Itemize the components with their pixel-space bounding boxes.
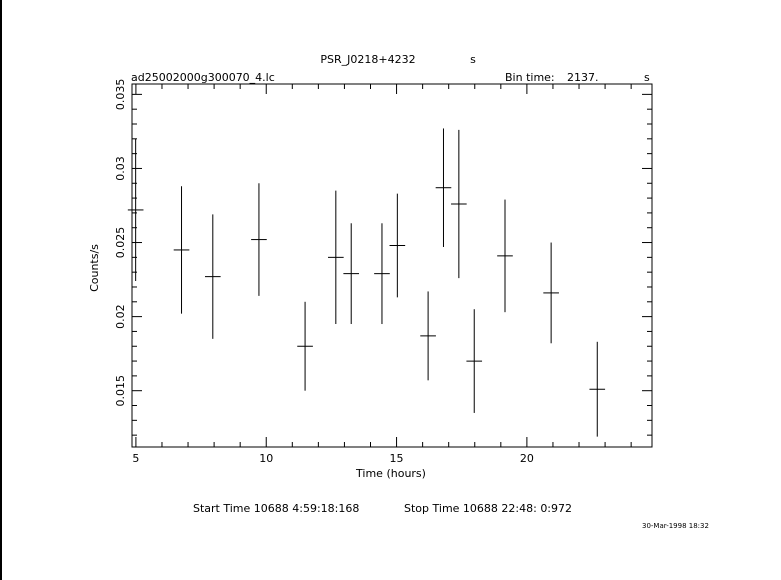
start-time: Start Time 10688 4:59:18:168 [193, 502, 359, 515]
y-axis-label: Counts/s [88, 244, 101, 292]
y-tick-label: 0.03 [114, 156, 127, 181]
x-tick-label: 5 [132, 452, 139, 465]
plot-axes: 5 10 15 20 0.015 0.02 0.025 0.03 0.035 [114, 79, 653, 465]
x-tick-label: 20 [520, 452, 534, 465]
plot-frame [131, 83, 653, 448]
bin-time-value: 2137. [567, 71, 599, 84]
data-point [328, 190, 344, 325]
data-point [251, 183, 267, 296]
bin-time-unit: s [644, 71, 650, 84]
data-point [543, 242, 559, 344]
data-point [435, 128, 452, 247]
data-point [374, 223, 390, 325]
y-tick-label: 0.035 [114, 79, 127, 111]
data-point [297, 301, 313, 391]
y-tick-label: 0.025 [114, 227, 127, 259]
timestamp: 30-Mar-1998 18:32 [642, 522, 709, 530]
y-tick-label: 0.02 [114, 304, 127, 329]
data-point [127, 138, 144, 282]
data-point [451, 129, 467, 279]
window-edge [0, 0, 2, 580]
x-axis-label: Time (hours) [355, 467, 426, 480]
object-unit: s [470, 53, 476, 66]
data-point [466, 309, 483, 413]
file-name: ad25002000g300070_4.lc [131, 71, 275, 84]
data-point [389, 193, 406, 298]
bin-time-label: Bin time: [505, 71, 555, 84]
y-tick-label: 0.015 [114, 375, 127, 407]
x-tick-label: 10 [259, 452, 273, 465]
data-points [127, 128, 606, 437]
stop-time: Stop Time 10688 22:48: 0:972 [404, 502, 572, 515]
data-point [420, 291, 436, 381]
data-point [204, 214, 221, 339]
data-point [589, 341, 606, 437]
data-point [497, 199, 513, 313]
data-point [343, 223, 360, 325]
data-point [173, 186, 190, 314]
x-tick-label: 15 [390, 452, 404, 465]
object-name: PSR_J0218+4232 [320, 53, 415, 66]
